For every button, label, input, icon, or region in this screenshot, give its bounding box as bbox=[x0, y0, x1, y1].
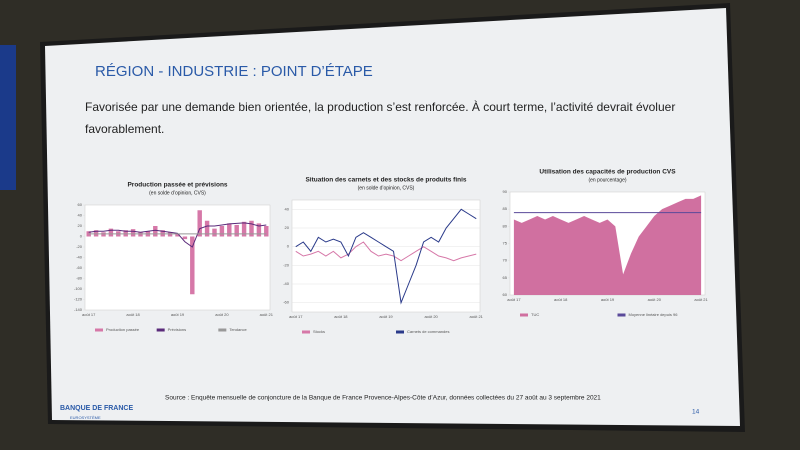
legend-swatch bbox=[617, 313, 626, 317]
x-tick-label: août 17 bbox=[82, 312, 96, 317]
bar bbox=[108, 228, 114, 237]
bar bbox=[256, 223, 262, 237]
paragraph: favorablement. bbox=[85, 122, 164, 136]
y-tick-label: 80 bbox=[503, 223, 508, 228]
y-tick-label: -60 bbox=[76, 265, 83, 270]
y-tick-label: -60 bbox=[283, 300, 290, 305]
bar bbox=[234, 224, 239, 237]
bar bbox=[227, 223, 232, 237]
line-series bbox=[295, 241, 477, 262]
bar bbox=[212, 228, 217, 237]
legend-swatch bbox=[520, 313, 528, 317]
y-tick-label: 0 bbox=[80, 234, 83, 239]
bar bbox=[175, 233, 180, 237]
y-tick-label: 75 bbox=[503, 241, 508, 246]
bar bbox=[153, 226, 158, 237]
x-tick-label: août 19 bbox=[601, 297, 615, 302]
line-series bbox=[88, 222, 267, 248]
bar bbox=[249, 220, 254, 237]
bar bbox=[190, 236, 195, 295]
x-tick-label: août 21 bbox=[694, 297, 708, 302]
chart-title: Utilisation des capacités de production … bbox=[539, 169, 676, 176]
y-tick-label: -20 bbox=[76, 244, 83, 249]
y-tick-label: 70 bbox=[503, 258, 508, 263]
logo-sub: EUROSYSTÈME bbox=[70, 415, 101, 420]
x-tick-label: août 18 bbox=[126, 312, 140, 317]
y-tick-label: 60 bbox=[503, 292, 508, 297]
legend-label: Tendance bbox=[229, 327, 247, 332]
legend-swatch bbox=[95, 328, 103, 332]
chart-title: Situation des carnets et des stocks de p… bbox=[305, 177, 466, 184]
legend-label: Moyenne linéaire depuis 96 bbox=[629, 312, 679, 317]
legend-label: Production passée bbox=[106, 327, 140, 332]
y-tick-label: -100 bbox=[74, 286, 83, 291]
legend-label: Carnets de commandes bbox=[407, 329, 449, 334]
x-tick-label: août 18 bbox=[334, 314, 348, 319]
bar bbox=[130, 229, 136, 237]
bar bbox=[182, 236, 188, 240]
chart-subtitle: (en pourcentage) bbox=[588, 177, 626, 183]
chart-subtitle: (en solde d’opinion, CVS) bbox=[358, 185, 415, 191]
y-tick-label: 65 bbox=[503, 275, 508, 280]
bar bbox=[264, 226, 269, 237]
y-tick-label: -80 bbox=[76, 276, 83, 281]
x-tick-label: août 18 bbox=[554, 297, 568, 302]
y-tick-label: -40 bbox=[283, 281, 290, 286]
y-tick-label: 90 bbox=[503, 189, 508, 194]
side-screen bbox=[0, 45, 16, 190]
x-tick-label: août 21 bbox=[260, 312, 274, 317]
x-tick-label: août 17 bbox=[507, 297, 521, 302]
y-tick-label: 40 bbox=[285, 206, 290, 211]
legend-label: Prévisions bbox=[168, 327, 186, 332]
bar bbox=[93, 230, 99, 237]
bar bbox=[101, 232, 106, 237]
y-tick-label: 85 bbox=[503, 206, 508, 211]
x-tick-label: août 20 bbox=[648, 297, 662, 302]
paragraph: Favorisée par une demande bien orientée,… bbox=[85, 99, 675, 114]
y-tick-label: -40 bbox=[76, 255, 83, 260]
legend-swatch bbox=[218, 328, 227, 332]
area-series bbox=[513, 195, 702, 295]
x-tick-label: août 17 bbox=[289, 314, 303, 319]
y-tick-label: 60 bbox=[78, 202, 83, 207]
y-tick-label: -140 bbox=[74, 307, 83, 312]
y-tick-label: 0 bbox=[287, 244, 290, 249]
bar bbox=[219, 226, 225, 237]
y-tick-label: 20 bbox=[285, 225, 290, 230]
chart-subtitle: (en solde d’opinion, CVS) bbox=[149, 190, 206, 196]
bar bbox=[138, 232, 143, 237]
bar bbox=[197, 210, 202, 237]
legend-swatch bbox=[396, 330, 404, 334]
y-tick-label: -120 bbox=[74, 297, 83, 302]
bar bbox=[204, 220, 210, 237]
y-tick-label: -20 bbox=[283, 262, 290, 267]
y-tick-label: 40 bbox=[78, 213, 83, 218]
bar bbox=[160, 230, 165, 237]
legend-label: Stocks bbox=[313, 329, 325, 334]
slide-title: RÉGION - INDUSTRIE : POINT D’ÉTAPE bbox=[95, 63, 373, 80]
legend-swatch bbox=[156, 328, 165, 332]
bar bbox=[123, 230, 128, 237]
logo: BANQUE DE FRANCE bbox=[60, 405, 133, 412]
x-tick-label: août 21 bbox=[470, 314, 484, 319]
bar bbox=[241, 221, 247, 237]
y-tick-label: 20 bbox=[78, 223, 83, 228]
line-series bbox=[295, 208, 477, 305]
x-tick-label: août 19 bbox=[171, 312, 185, 317]
x-tick-label: août 19 bbox=[379, 314, 393, 319]
bar bbox=[167, 232, 173, 237]
x-tick-label: août 20 bbox=[215, 312, 229, 317]
page-number: 14 bbox=[692, 409, 700, 416]
plot-area bbox=[291, 199, 481, 313]
x-tick-label: août 20 bbox=[424, 314, 438, 319]
plot-area bbox=[84, 204, 271, 311]
legend-swatch bbox=[302, 330, 310, 334]
chart-title: Production passée et prévisions bbox=[127, 182, 227, 189]
source: Source : Enquête mensuelle de conjonctur… bbox=[165, 395, 601, 402]
legend-label: TUC bbox=[531, 312, 539, 317]
